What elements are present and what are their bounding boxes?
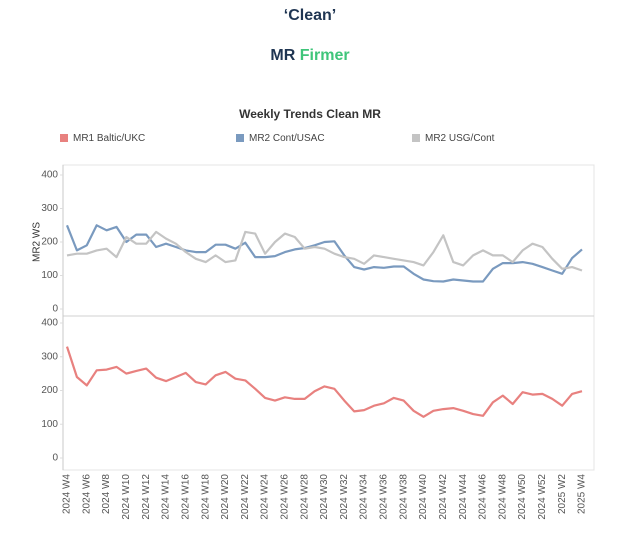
legend-swatch [236,134,244,142]
legend-label: MR2 USG/Cont [425,133,495,144]
x-tick-label: 2025 W2 [557,474,568,514]
x-tick-label: 2024 W24 [260,474,271,520]
x-tick-label: 2024 W10 [121,474,132,520]
x-tick-label: 2024 W46 [478,474,489,520]
y-tick-label: 0 [52,453,58,464]
y-tick-label: 100 [41,270,58,281]
x-tick-label: 2024 W8 [101,474,112,514]
x-tick-label: 2024 W4 [62,474,73,514]
legend-swatch [412,134,420,142]
x-tick-label: 2024 W34 [359,474,370,520]
y-tick-label: 400 [41,170,58,181]
x-tick-label: 2024 W40 [418,474,429,520]
x-tick-label: 2024 W6 [81,474,92,514]
y-tick-label: 400 [41,318,58,329]
x-tick-label: 2024 W16 [180,474,191,520]
x-tick-label: 2024 W48 [497,474,508,520]
x-tick-label: 2024 W42 [438,474,449,520]
y-tick-label: 0 [52,304,58,315]
x-tick-label: 2024 W12 [141,474,152,520]
x-tick-label: 2024 W26 [280,474,291,520]
x-tick-label: 2024 W20 [220,474,231,520]
x-tick-label: 2024 W14 [161,474,172,520]
x-tick-label: 2024 W30 [319,474,330,520]
y-tick-label: 200 [41,385,58,396]
legend-swatch [60,134,68,142]
x-tick-label: 2024 W50 [517,474,528,520]
header-mr: MR [270,47,295,64]
legend-label: MR1 Baltic/UKC [73,133,145,144]
y-tick-label: 200 [41,237,58,248]
series-line [65,346,583,418]
series-line [66,230,583,272]
x-tick-label: 2024 W22 [240,474,251,520]
y-tick-label: 100 [41,419,58,430]
x-tick-label: 2025 W4 [577,474,588,514]
series-line [65,224,583,283]
x-tick-label: 2024 W28 [299,474,310,520]
x-tick-label: 2024 W52 [537,474,548,520]
header-quote: ‘Clean’ [284,7,336,24]
x-tick-label: 2024 W38 [398,474,409,520]
x-tick-label: 2024 W32 [339,474,350,520]
y-tick-label: 300 [41,351,58,362]
y-axis-label: MR2 WS [32,222,43,262]
plot-frame [62,164,595,471]
x-tick-label: 2024 W44 [458,474,469,520]
x-tick-label: 2024 W36 [379,474,390,520]
legend-label: MR2 Cont/USAC [249,133,325,144]
chart-title: Weekly Trends Clean MR [239,107,381,121]
y-tick-label: 300 [41,203,58,214]
x-tick-label: 2024 W18 [200,474,211,520]
header-firmer: Firmer [300,47,350,64]
header-subtitle: MR Firmer [270,47,349,64]
